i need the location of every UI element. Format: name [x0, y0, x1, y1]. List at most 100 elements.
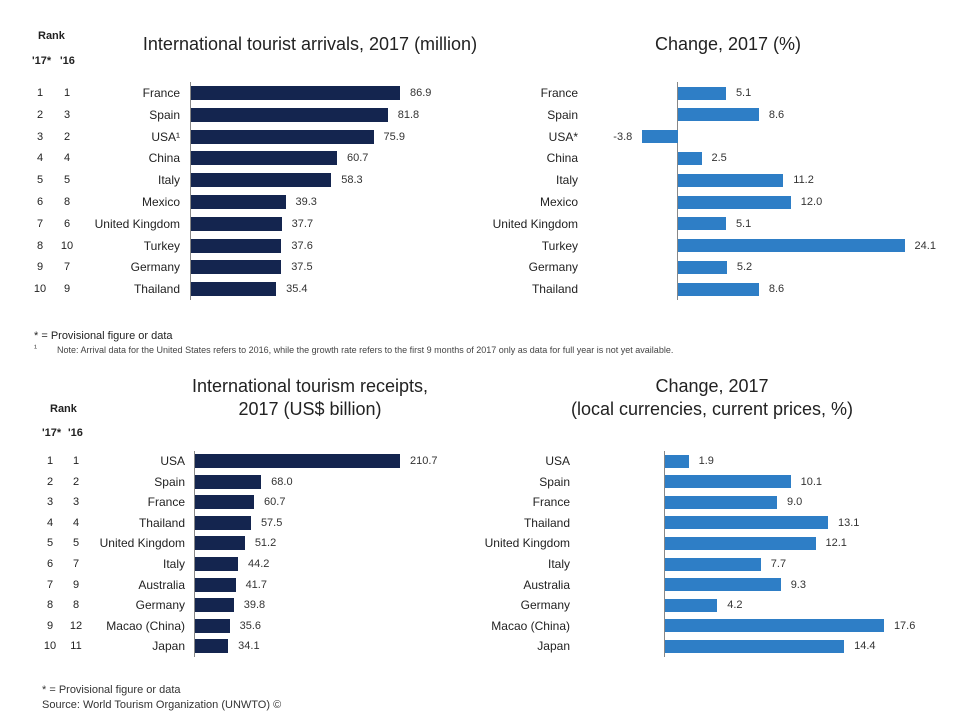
arrivals-change-bar: [678, 217, 726, 231]
provisional-note-top: * = Provisional figure or data: [34, 330, 173, 342]
receipts-change-category-label: Macao (China): [491, 618, 570, 633]
arrivals-bar: [191, 238, 282, 253]
receipts-change-category-label: USA: [545, 454, 570, 468]
receipts-value-label: 39.8: [243, 599, 266, 612]
arrivals-rank-2016: 8: [63, 196, 71, 208]
arrivals-category-label: Thailand: [133, 282, 180, 297]
arrivals-rank-2016: 4: [63, 152, 71, 165]
receipts-change-value-label: 1.9: [698, 455, 714, 467]
arrivals-value-label: 37.6: [291, 239, 313, 252]
arrivals-chart-title: International tourist arrivals, 2017 (mi…: [142, 34, 478, 54]
receipts-value-label: 51.2: [254, 537, 277, 550]
receipts-rank-2016: 3: [72, 496, 80, 509]
receipts-change-bar: [665, 619, 884, 633]
receipts-category-label: United Kingdom: [99, 536, 185, 551]
arrivals-change-value-label: 5.2: [736, 261, 753, 274]
receipts-rank-2017: 3: [46, 496, 54, 509]
arrivals-value-label: 86.9: [409, 87, 432, 99]
arrivals-value-label: 75.9: [383, 130, 405, 143]
receipts-bar: [195, 454, 400, 468]
arrivals-change-value-label: 5.1: [735, 87, 752, 99]
receipts-bar: [195, 598, 234, 613]
receipts-bar: [195, 495, 255, 510]
receipts-change-bar: [665, 598, 718, 612]
arrivals-change-value-label: 8.6: [768, 108, 785, 121]
arrivals-change-category-label: Thailand: [531, 282, 578, 297]
arrivals-value-label: 37.7: [291, 217, 314, 230]
receipts-category-label: Italy: [162, 557, 185, 571]
arrivals-change-bar: [678, 195, 791, 209]
receipts-change-value-label: 12.1: [825, 537, 847, 550]
arrivals-change-category-label: France: [540, 86, 578, 100]
receipts-rank-2017: 9: [46, 619, 54, 632]
arrivals-change-bar: [678, 260, 727, 274]
usa-arrivals-note: Note: Arrival data for the United States…: [57, 345, 674, 355]
arrivals-rank-2017: 4: [36, 152, 44, 165]
arrivals-value-label: 39.3: [295, 196, 317, 208]
rank-col-2017-bottom: '17*: [42, 427, 62, 439]
arrivals-change-category-label: China: [546, 151, 578, 166]
rank-col-2017-top: '17*: [32, 55, 52, 67]
arrivals-bar: [191, 151, 337, 166]
arrivals-change-category-label: Italy: [555, 173, 578, 188]
receipts-change-category-label: Thailand: [523, 515, 570, 530]
receipts-rank-2017: 6: [46, 558, 54, 570]
arrivals-category-label: USA¹: [151, 129, 180, 144]
arrivals-rank-2017: 9: [36, 261, 44, 274]
receipts-change-value-label: 7.7: [770, 558, 787, 570]
receipts-category-label: Germany: [135, 598, 185, 613]
receipts-rank-2017: 2: [46, 475, 54, 488]
receipts-category-label: USA: [160, 454, 185, 468]
note-marker: ¹: [34, 343, 37, 353]
receipts-rank-2016: 1: [72, 455, 80, 467]
receipts-rank-2016: 2: [72, 475, 80, 488]
receipts-category-label: Australia: [138, 577, 185, 592]
receipts-change-value-label: 17.6: [893, 619, 916, 632]
receipts-change-category-label: France: [532, 495, 570, 510]
receipts-value-label: 35.6: [239, 619, 262, 632]
receipts-bar: [195, 515, 251, 530]
arrivals-bar: [191, 86, 400, 100]
arrivals-value-label: 60.7: [346, 152, 369, 165]
receipts-rank-2016: 11: [70, 640, 82, 653]
receipts-change-category-label: Spain: [539, 474, 570, 489]
receipts-value-label: 210.7: [410, 455, 438, 467]
receipts-change-category-label: United Kingdom: [484, 536, 570, 551]
receipts-change-value-label: 13.1: [837, 516, 860, 529]
arrivals-rank-2016: 2: [63, 130, 71, 143]
rank-header-bottom: Rank: [50, 403, 77, 415]
receipts-value-label: 68.0: [271, 475, 293, 488]
receipts-change-title-line1: Change, 2017: [655, 376, 769, 396]
receipts-rank-2017: 5: [46, 537, 54, 550]
arrivals-rank-2016: 5: [63, 174, 71, 187]
receipts-bar: [195, 618, 230, 633]
rank-col-2016-top: '16: [60, 55, 75, 67]
receipts-change-title-line2: (local currencies, current prices, %): [570, 399, 854, 419]
receipts-change-category-label: Japan: [537, 639, 570, 654]
receipts-category-label: Spain: [154, 474, 185, 489]
rank-header-top: Rank: [38, 30, 65, 42]
arrivals-rank-2016: 9: [63, 283, 71, 296]
receipts-value-label: 57.5: [260, 516, 283, 529]
arrivals-category-label: Germany: [130, 260, 180, 275]
receipts-rank-2017: 7: [46, 578, 54, 591]
receipts-change-category-label: Germany: [520, 598, 570, 613]
arrivals-change-category-label: United Kingdom: [492, 216, 578, 231]
arrivals-change-chart-title: Change, 2017 (%): [654, 34, 802, 54]
receipts-value-label: 34.1: [238, 640, 260, 653]
receipts-rank-2017: 8: [46, 599, 54, 612]
receipts-bar: [195, 536, 245, 551]
arrivals-bar: [191, 107, 388, 122]
receipts-value-label: 60.7: [264, 496, 286, 509]
arrivals-change-category-label: Mexico: [539, 195, 578, 209]
arrivals-change-value-label: 11.2: [793, 174, 814, 187]
receipts-change-bar: [665, 454, 689, 468]
receipts-rank-2016: 4: [72, 516, 80, 529]
arrivals-category-label: Spain: [149, 107, 180, 122]
receipts-value-label: 44.2: [248, 558, 270, 570]
arrivals-bar: [191, 216, 282, 231]
receipts-change-bar: [665, 536, 816, 550]
arrivals-bar: [191, 260, 282, 275]
receipts-rank-2016: 5: [72, 537, 80, 550]
arrivals-change-bar: [678, 108, 759, 122]
